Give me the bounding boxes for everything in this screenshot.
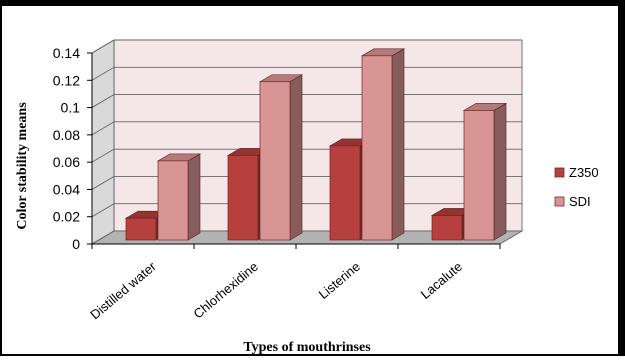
- bar-sdi-3: [463, 110, 495, 241]
- y-tick-label: 0.12: [53, 72, 80, 88]
- y-tick-label: 0.08: [53, 127, 80, 143]
- legend-swatch-sdi: [554, 196, 565, 207]
- bar-sdi-2-side: [391, 48, 405, 241]
- bar-sdi-0: [157, 160, 189, 241]
- bar-z350-3: [431, 215, 463, 241]
- x-category-label: Listerine: [316, 259, 363, 302]
- legend: Z350 SDI: [554, 165, 599, 209]
- y-tick-label: 0.04: [53, 181, 80, 197]
- bar-z350-1: [227, 155, 259, 241]
- legend-swatch-z350: [554, 167, 565, 178]
- bars: [124, 48, 508, 241]
- legend-label-z350: Z350: [569, 165, 599, 180]
- gridline: [91, 39, 522, 54]
- side-wall: [91, 39, 115, 245]
- y-axis-title: Color stability means: [15, 102, 30, 230]
- y-axis-ticks: 0 0.02 0.04 0.06 0.08 0.1 0.12 0.14: [53, 45, 93, 252]
- x-axis-categories: Distilled water Chlorhexidine Listerine Lac…: [87, 244, 501, 322]
- bar-z350-2: [329, 145, 361, 241]
- bar-z350-0: [125, 217, 157, 241]
- y-tick-label: 0.02: [53, 209, 80, 225]
- bar-sdi-0-side: [187, 153, 201, 241]
- y-tick-label: 0.06: [53, 154, 80, 170]
- bar-sdi-2: [361, 55, 393, 241]
- y-tick-label: 0.14: [53, 45, 80, 61]
- x-category-label: Lacalute: [418, 259, 465, 302]
- x-axis-title: Types of mouthrinses: [243, 340, 371, 355]
- y-tick-label: 0.1: [61, 100, 81, 116]
- bar-sdi-1: [259, 81, 291, 241]
- y-tick-label: 0: [72, 236, 80, 252]
- bar-sdi-1-side: [289, 74, 303, 241]
- x-category-label: Chlorhexidine: [190, 259, 261, 322]
- legend-label-sdi: SDI: [569, 194, 591, 209]
- bar-sdi-3-side: [493, 102, 507, 241]
- bar-chart: 0 0.02 0.04 0.06 0.08 0.1 0.12 0.14 Distilled w…: [15, 39, 599, 355]
- x-category-label: Distilled water: [87, 258, 159, 322]
